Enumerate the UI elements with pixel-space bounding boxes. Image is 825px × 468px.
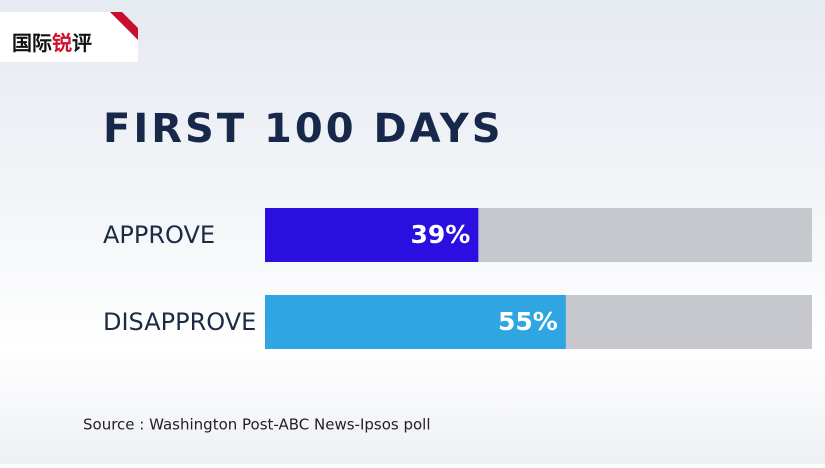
source: Source : Washington Post-ABC News-Ipsos …	[83, 416, 431, 434]
logo-part: 评	[72, 31, 92, 55]
value-label: 39%	[410, 220, 470, 249]
logo-corner	[110, 12, 138, 40]
logo-text: 国际锐评	[12, 31, 92, 55]
logo-part: 国际	[12, 31, 52, 55]
logo-badge	[0, 12, 138, 62]
category-label: APPROVE	[103, 221, 215, 249]
logo-part: 锐	[52, 31, 72, 55]
bar	[265, 295, 566, 349]
category-label: DISAPPROVE	[103, 308, 256, 336]
bar	[265, 208, 479, 262]
value-label: 55%	[498, 307, 558, 336]
chart-title: FIRST 100 DAYS	[103, 106, 504, 152]
